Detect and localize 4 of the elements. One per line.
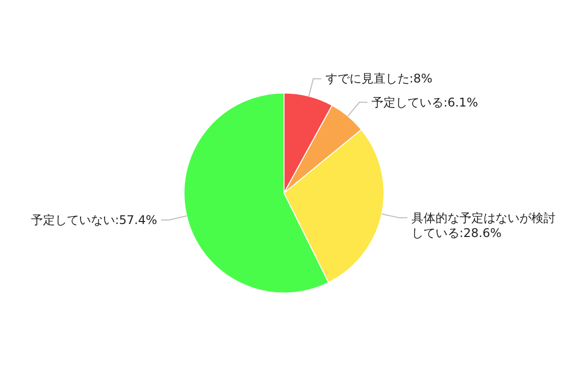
slice-label: 具体的な予定はないが検討している:28.6% [411,210,556,240]
slice-label: 予定している:6.1% [371,95,478,110]
slice-label: 予定していない:57.4% [30,212,158,227]
slice-label: すでに見直した:8% [325,72,432,86]
